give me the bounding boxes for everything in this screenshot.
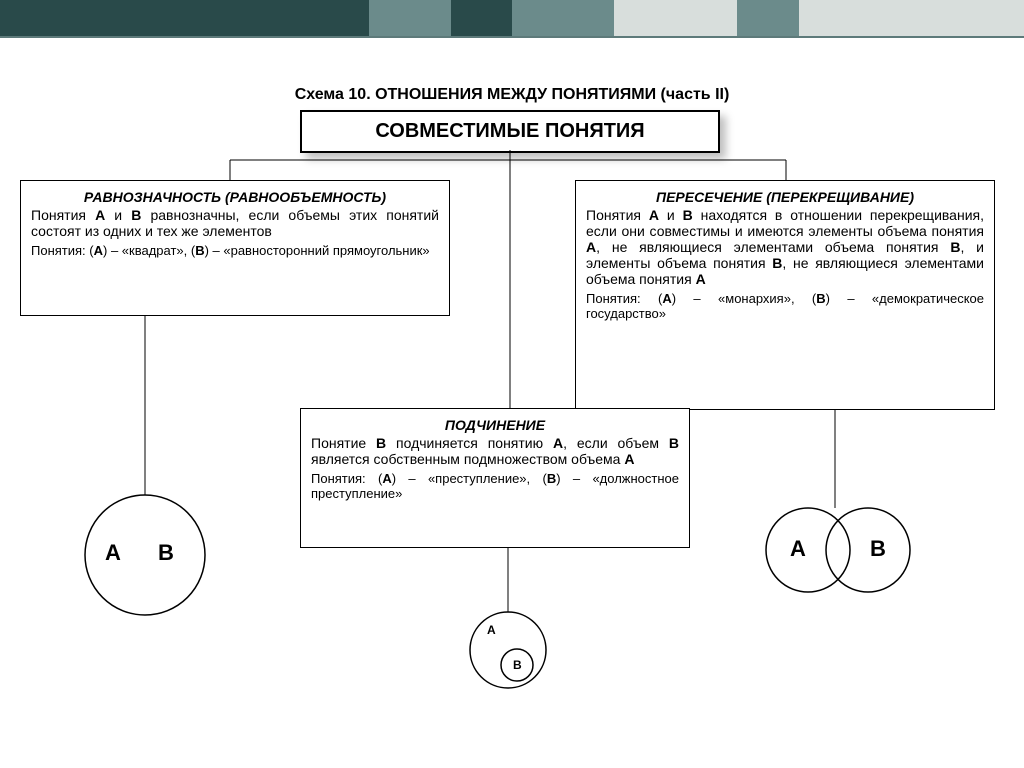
card-subordination-body: Понятие В подчиняется понятию А, если об… — [311, 435, 679, 467]
page-title: Схема 10. ОТНОШЕНИЯ МЕЖДУ ПОНЯТИЯМИ (час… — [0, 86, 1024, 104]
card-intersection-body: Понятия А и В находятся в отношении пере… — [586, 207, 984, 287]
subordination-label-a: А — [487, 623, 496, 637]
card-intersection-example: Понятия: (А) – «монархия», (В) – «демокр… — [586, 291, 984, 321]
intersection-label-a: А — [790, 536, 806, 562]
identity-label-a: А — [105, 540, 121, 566]
card-intersection-title: ПЕРЕСЕЧЕНИЕ (ПЕРЕКРЕЩИВАНИЕ) — [586, 189, 984, 205]
card-equivalence-example: Понятия: (А) – «квадрат», (В) – «равност… — [31, 243, 439, 258]
card-subordination-example: Понятия: (А) – «преступление», (В) – «до… — [311, 471, 679, 501]
card-intersection: ПЕРЕСЕЧЕНИЕ (ПЕРЕКРЕЩИВАНИЕ) Понятия А и… — [575, 180, 995, 410]
card-subordination: ПОДЧИНЕНИЕ Понятие В подчиняется понятию… — [300, 408, 690, 548]
intersection-label-b: В — [870, 536, 886, 562]
card-equivalence: РАВНОЗНАЧНОСТЬ (РАВНООБЪЕМНОСТЬ) Понятия… — [20, 180, 450, 316]
root-concept-box: СОВМЕСТИМЫЕ ПОНЯТИЯ — [300, 110, 720, 153]
identity-label-b: В — [158, 540, 174, 566]
top-decorative-bar — [0, 0, 1024, 38]
card-subordination-title: ПОДЧИНЕНИЕ — [311, 417, 679, 433]
card-equivalence-body: Понятия А и В равнозначны, если объемы э… — [31, 207, 439, 239]
subordination-label-b: В — [513, 658, 522, 672]
card-equivalence-title: РАВНОЗНАЧНОСТЬ (РАВНООБЪЕМНОСТЬ) — [31, 189, 439, 205]
